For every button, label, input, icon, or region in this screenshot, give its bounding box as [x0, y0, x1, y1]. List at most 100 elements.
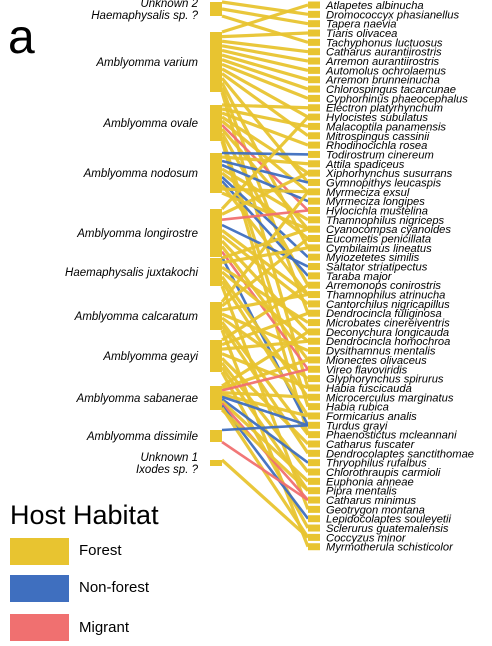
host-label: Formicarius analis [326, 411, 417, 423]
host-label: Gymnopithys leucaspis [326, 177, 441, 189]
host-label: Coccyzus minor [326, 532, 407, 544]
host-label: Catharus minimus [326, 495, 417, 507]
tick-bars [210, 2, 222, 466]
association-link [221, 283, 309, 342]
host-bar [308, 85, 320, 93]
legend-swatch-migrant [10, 614, 69, 641]
host-label: Chlorothraupis carmioli [326, 467, 441, 479]
host-bar [308, 403, 320, 411]
host-bar [308, 421, 320, 429]
host-label: Arremonops conirostris [325, 280, 441, 292]
association-link [221, 14, 309, 44]
host-label: Tachyphonus luctuosus [326, 37, 443, 49]
association-link [221, 227, 309, 260]
host-bar [308, 375, 320, 383]
host-label: Atlapetes albinucha [325, 0, 424, 12]
host-label: Thamnophilus nigriceps [326, 215, 445, 227]
host-bar [308, 150, 320, 158]
host-label: Cymbilaimus lineatus [326, 243, 432, 255]
host-label: Malacoptila panamensis [326, 121, 446, 133]
host-label: Microcerculus marginatus [326, 392, 454, 404]
association-link [221, 151, 309, 156]
host-bar [308, 206, 320, 214]
panel-label: a [8, 11, 35, 64]
host-label: Tiaris olivacea [326, 28, 397, 40]
host-bar [308, 319, 320, 327]
host-bar [308, 197, 320, 205]
host-bar [308, 113, 320, 121]
host-label: Myrmeciza longipes [326, 196, 425, 208]
host-bar [308, 244, 320, 252]
host-bar [308, 57, 320, 65]
host-label: Microbates cinereiventris [326, 318, 450, 330]
host-bar [308, 160, 320, 168]
host-label: Habia fuscicauda [326, 383, 412, 395]
association-link [221, 358, 309, 390]
host-label: Hylocistes subulatus [326, 112, 428, 124]
host-label: Cyanocompsa cyanoides [326, 224, 451, 236]
association-link [221, 440, 309, 502]
host-label: Habia rubica [326, 402, 389, 414]
association-link [221, 191, 309, 231]
host-label: Attila spadiceus [325, 159, 405, 171]
host-label: Turdus grayi [326, 420, 388, 432]
tick-bar [210, 2, 222, 16]
association-link [220, 408, 310, 492]
host-bar [308, 104, 320, 112]
association-link [221, 39, 309, 54]
host-label: Dendrocincla fuliginosa [326, 308, 442, 320]
host-bar [308, 356, 320, 364]
host-bar [308, 141, 320, 149]
association-link [221, 395, 309, 427]
host-bar [308, 459, 320, 467]
host-label: Myrmeciza exsul [326, 187, 410, 199]
host-bar [308, 412, 320, 420]
host-label: Myrmotherula schisticolor [326, 542, 454, 554]
host-label: Lepidocolaptes souleyetii [326, 514, 452, 526]
association-link [221, 103, 309, 110]
host-bar [308, 328, 320, 336]
host-label: Mitrospingus cassinii [326, 131, 430, 143]
host-bar [308, 29, 320, 37]
host-label: Dendrocolaptes sanctithomae [326, 448, 474, 460]
tick-label: Unknown 1 Ixodes sp. ? [136, 452, 199, 476]
host-label: Geotrygon montana [326, 504, 425, 516]
host-bar [308, 505, 320, 513]
host-label: Euphonia anneae [326, 476, 414, 488]
host-bar [308, 38, 320, 46]
tick-label: Amblyomma ovale [102, 118, 198, 130]
host-bar [308, 515, 320, 523]
host-bar [308, 94, 320, 102]
legend-label-forest: Forest [79, 542, 122, 559]
host-bar [308, 263, 320, 271]
host-bar [308, 272, 320, 280]
association-link [221, 7, 309, 26]
host-label: Automolus ochrolaemus [325, 65, 446, 77]
host-bar [308, 253, 320, 261]
tick-bar [210, 258, 222, 286]
association-link [221, 292, 309, 312]
host-label: Xiphorhynchus susurrans [325, 168, 453, 180]
host-bar [308, 543, 320, 551]
association-link [221, 390, 309, 399]
association-link [221, 48, 309, 72]
association-link [221, 367, 309, 392]
association-link [220, 190, 310, 303]
tick-bar [210, 460, 222, 466]
host-bars [308, 1, 320, 551]
legend-title: Host Habitat [10, 500, 159, 530]
tick-bar [210, 386, 222, 410]
host-bar [308, 524, 320, 532]
association-link [221, 107, 309, 128]
association-link [221, 424, 309, 432]
tick-bar [210, 32, 222, 92]
association-link [221, 330, 309, 388]
host-label: Todirostrum cinereum [326, 149, 434, 161]
host-bar [308, 347, 320, 355]
legend-label-non-forest: Non-forest [79, 579, 150, 596]
association-link [221, 187, 309, 194]
association-link [221, 237, 309, 308]
association-link [221, 111, 309, 147]
host-bar [308, 309, 320, 317]
